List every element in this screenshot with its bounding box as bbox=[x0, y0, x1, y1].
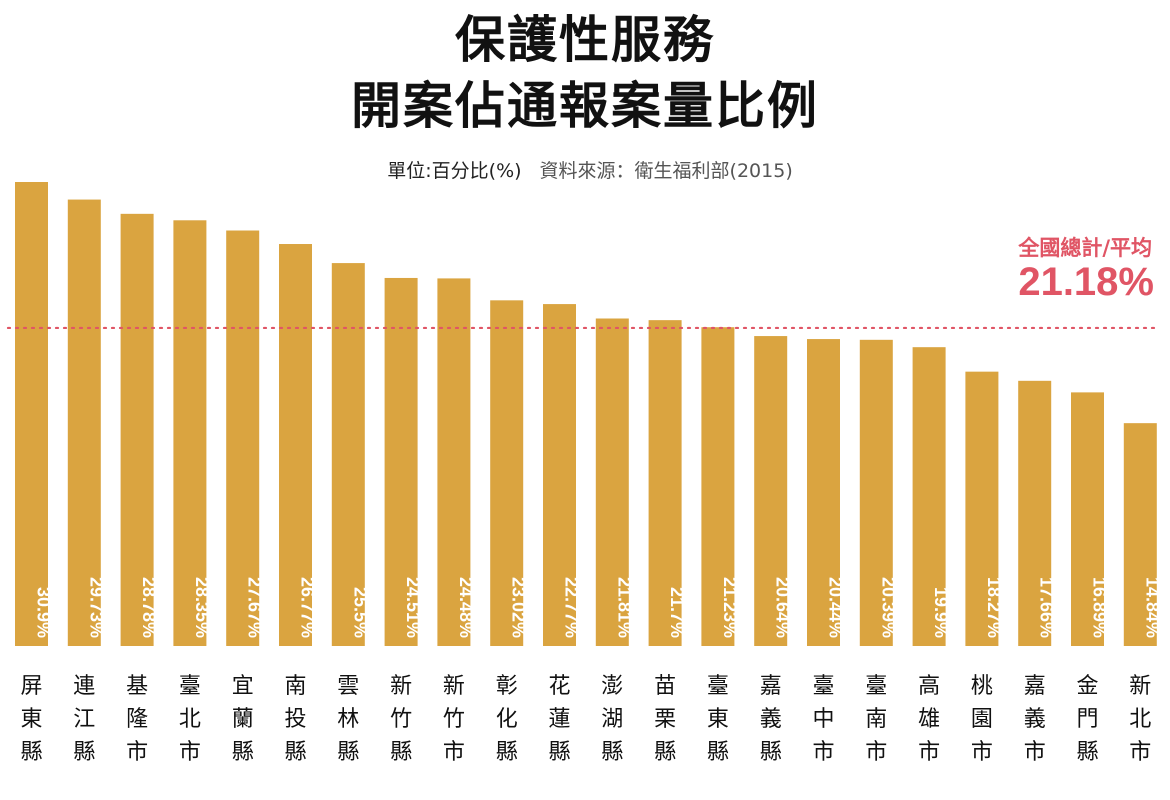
bar-18 bbox=[965, 371, 999, 646]
category-label-1: 連江縣 bbox=[73, 674, 95, 765]
bar-value-label-17: 19.9% bbox=[931, 587, 951, 638]
bar-1 bbox=[67, 199, 101, 646]
bar-8 bbox=[437, 278, 471, 646]
category-label-2: 基隆市 bbox=[126, 674, 148, 765]
unit-text: 單位:百分比(%) bbox=[387, 160, 522, 182]
bar-4 bbox=[226, 230, 260, 646]
bar-value-label-10: 22.77% bbox=[562, 577, 582, 638]
bar-7 bbox=[384, 277, 418, 646]
bar-value-label-20: 16.89% bbox=[1090, 577, 1110, 638]
bar-16 bbox=[859, 339, 893, 646]
category-label-11: 澎湖縣 bbox=[601, 674, 623, 765]
category-label-6: 雲林縣 bbox=[337, 674, 359, 765]
bar-value-label-8: 24.48% bbox=[456, 577, 476, 638]
bar-value-label-7: 24.51% bbox=[403, 577, 423, 638]
bar-value-label-16: 20.39% bbox=[878, 577, 898, 638]
chart-title-line2: 開案佔通報案量比例 bbox=[351, 77, 819, 135]
category-label-12: 苗栗縣 bbox=[654, 674, 676, 765]
bar-value-label-11: 21.81% bbox=[614, 577, 634, 638]
average-value: 21.18% bbox=[1018, 260, 1154, 304]
category-label-10: 花蓮縣 bbox=[548, 674, 570, 765]
bar-3 bbox=[173, 220, 207, 646]
chart-subtitle: 單位:百分比(%) 資料來源：衛生福利部(2015) bbox=[0, 156, 1170, 183]
category-label-18: 桃園市 bbox=[971, 674, 993, 765]
source-text: 資料來源：衛生福利部(2015) bbox=[539, 160, 793, 182]
category-label-5: 南投縣 bbox=[284, 674, 306, 765]
category-label-21: 新北市 bbox=[1129, 674, 1151, 765]
category-label-15: 臺中市 bbox=[812, 674, 834, 765]
category-label-9: 彰化縣 bbox=[496, 674, 518, 765]
bar-value-label-13: 21.23% bbox=[720, 577, 740, 638]
bar-17 bbox=[912, 347, 946, 646]
bar-5 bbox=[279, 244, 312, 646]
category-label-8: 新竹市 bbox=[443, 674, 465, 765]
bar-value-label-15: 20.44% bbox=[826, 577, 846, 638]
category-label-3: 臺北市 bbox=[179, 674, 201, 765]
category-label-14: 嘉義縣 bbox=[760, 674, 782, 765]
category-label-19: 嘉義市 bbox=[1024, 674, 1046, 765]
category-label-4: 宜蘭縣 bbox=[232, 674, 254, 765]
bar-value-label-14: 20.64% bbox=[773, 577, 793, 638]
bar-value-label-3: 28.35% bbox=[192, 577, 212, 638]
bar-9 bbox=[490, 300, 524, 646]
bar-15 bbox=[807, 339, 840, 646]
bar-value-label-4: 27.67% bbox=[245, 577, 265, 638]
bar-value-label-18: 18.27% bbox=[984, 577, 1004, 638]
bar-value-label-6: 25.5% bbox=[350, 587, 370, 638]
bar-value-label-21: 14.84% bbox=[1142, 577, 1162, 638]
bar-value-label-19: 17.66% bbox=[1037, 577, 1057, 638]
bar-value-label-0: 30.9% bbox=[34, 587, 54, 638]
bar-10 bbox=[543, 304, 576, 646]
bar-20 bbox=[1071, 392, 1104, 646]
bar-value-label-1: 29.73% bbox=[86, 577, 106, 638]
category-label-16: 臺南市 bbox=[865, 674, 887, 765]
category-label-20: 金門縣 bbox=[1076, 674, 1098, 765]
chart-title-line1: 保護性服務 bbox=[455, 11, 715, 69]
bar-12 bbox=[648, 320, 682, 646]
bar-value-label-2: 28.78% bbox=[139, 577, 159, 638]
bar-0 bbox=[15, 182, 48, 646]
bar-11 bbox=[595, 318, 629, 646]
bar-21 bbox=[1123, 423, 1157, 646]
bar-13 bbox=[701, 327, 735, 646]
bar-2 bbox=[120, 213, 154, 647]
average-label: 全國總計/平均 bbox=[1018, 236, 1152, 260]
category-label-7: 新竹縣 bbox=[390, 674, 412, 765]
category-label-0: 屏東縣 bbox=[20, 674, 42, 765]
category-label-17: 高雄市 bbox=[918, 674, 940, 765]
bar-14 bbox=[754, 336, 788, 646]
bar-value-label-5: 26.77% bbox=[298, 577, 318, 638]
bar-19 bbox=[1018, 380, 1052, 646]
bar-value-label-12: 21.7% bbox=[667, 587, 687, 638]
bar-value-label-9: 23.02% bbox=[509, 577, 529, 638]
category-label-13: 臺東縣 bbox=[707, 674, 729, 765]
